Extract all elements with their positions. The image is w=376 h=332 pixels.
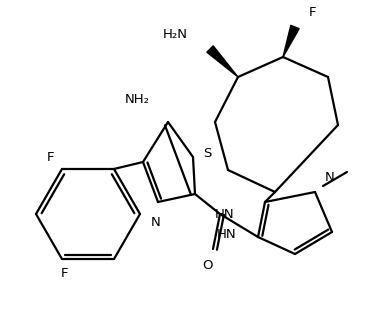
Text: O: O bbox=[202, 259, 212, 272]
Text: S: S bbox=[203, 146, 211, 159]
Polygon shape bbox=[283, 25, 299, 57]
Text: F: F bbox=[309, 6, 317, 19]
Text: N: N bbox=[151, 216, 161, 229]
Text: H₂N: H₂N bbox=[163, 28, 188, 41]
Text: F: F bbox=[60, 267, 68, 280]
Polygon shape bbox=[207, 46, 238, 77]
Text: NH₂: NH₂ bbox=[125, 93, 150, 106]
Text: F: F bbox=[47, 151, 54, 164]
Text: HN: HN bbox=[216, 227, 236, 240]
Text: HN: HN bbox=[214, 208, 234, 220]
Text: N: N bbox=[325, 171, 335, 184]
